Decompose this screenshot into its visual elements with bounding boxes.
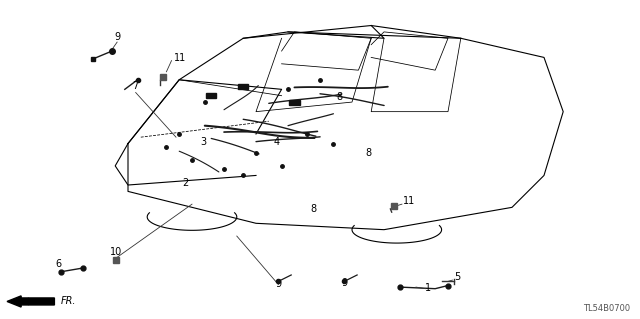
Text: 11: 11: [174, 53, 186, 63]
Text: 9: 9: [114, 32, 120, 42]
Text: 9: 9: [341, 278, 348, 288]
Text: 5: 5: [454, 272, 461, 282]
Text: TL54B0700: TL54B0700: [583, 304, 630, 313]
Text: 9: 9: [275, 279, 282, 289]
Text: 2: 2: [182, 178, 189, 188]
Text: 11: 11: [403, 196, 415, 205]
Text: FR.: FR.: [61, 296, 76, 307]
Text: 8: 8: [336, 93, 342, 102]
Text: 3: 3: [200, 137, 207, 147]
Text: 7: 7: [132, 81, 139, 91]
Text: 6: 6: [56, 259, 62, 269]
Text: 4: 4: [273, 137, 280, 147]
Text: 8: 8: [365, 148, 371, 158]
Text: 8: 8: [310, 204, 317, 214]
Text: 1: 1: [424, 283, 431, 293]
Bar: [289, 100, 300, 105]
Bar: [206, 93, 216, 98]
Bar: [238, 84, 248, 89]
FancyArrow shape: [7, 296, 54, 307]
Text: 10: 10: [110, 247, 123, 257]
